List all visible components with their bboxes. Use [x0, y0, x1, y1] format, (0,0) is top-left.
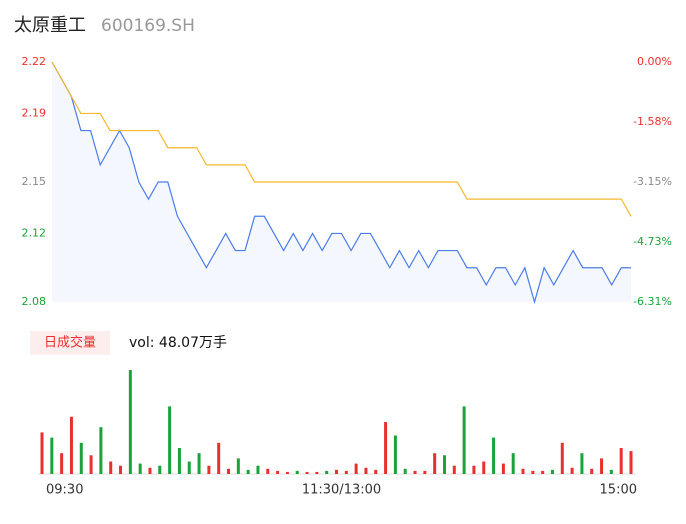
volume-badge — [30, 331, 110, 355]
volume-bar — [442, 455, 446, 474]
volume-bar — [217, 442, 221, 474]
volume-bar — [452, 465, 456, 474]
line-avg — [51, 61, 632, 217]
y2-tick-label: -6.31% — [633, 295, 672, 308]
volume-info: vol: 48.07万手 — [129, 335, 227, 351]
volume-bar — [384, 422, 388, 474]
volume-bar — [462, 406, 466, 474]
volume-bar — [138, 463, 142, 474]
y-tick-label: 2.12 — [22, 226, 47, 239]
y2-tick-label: -3.15% — [633, 175, 672, 188]
volume-bar — [374, 469, 378, 474]
y2-tick-label: -1.58% — [633, 115, 672, 128]
volume-bar — [128, 370, 132, 474]
volume-bar — [40, 432, 44, 474]
volume-bar — [246, 469, 250, 474]
volume-bar — [207, 465, 211, 474]
volume-bar — [511, 453, 515, 474]
volume-bar — [325, 470, 329, 474]
chart-title: 太原重工 — [14, 15, 86, 36]
volume-bar — [305, 471, 309, 474]
volume-bar — [344, 470, 348, 474]
volume-bar — [629, 451, 633, 474]
volume-bar — [119, 465, 123, 474]
volume-bar — [521, 468, 525, 474]
volume-bar — [60, 453, 64, 474]
volume-title: 日成交量 — [44, 335, 96, 351]
line-price — [51, 61, 631, 305]
volume-bar — [99, 427, 103, 474]
volume-bar — [227, 468, 231, 474]
volume-bar — [472, 465, 476, 474]
volume-bar — [177, 448, 181, 474]
volume-bar — [590, 468, 594, 474]
volume-bar — [148, 467, 152, 474]
volume-bar — [550, 469, 554, 474]
volume-bar — [109, 461, 113, 474]
volume-bar — [158, 465, 162, 474]
volume-bar — [168, 406, 172, 474]
volume-bar — [295, 470, 299, 474]
volume-bar — [315, 471, 319, 474]
volume-bar — [236, 458, 240, 474]
volume-bar — [619, 448, 623, 474]
volume-bar — [501, 463, 505, 474]
volume-bar — [187, 461, 191, 474]
volume-bar — [285, 471, 289, 474]
volume-bar — [69, 416, 73, 474]
x-tick-label: 09:30 — [46, 483, 83, 498]
stock-code: 600169.SH — [101, 16, 195, 36]
volume-bar — [256, 465, 260, 474]
volume-bar — [354, 463, 358, 474]
y-tick-label: 2.15 — [22, 175, 47, 188]
volume-bar — [580, 453, 584, 474]
volume-bar — [541, 470, 545, 474]
volume-bar — [335, 469, 338, 474]
y-tick-label: 2.08 — [22, 295, 47, 308]
volume-bar — [482, 461, 486, 474]
y2-tick-label: 0.00% — [637, 55, 672, 68]
y-tick-label: 2.19 — [22, 106, 47, 119]
volume-bar — [403, 468, 407, 474]
volume-bar — [197, 453, 201, 474]
volume-bar — [560, 442, 564, 474]
x-tick-label: 11:30/13:00 — [302, 483, 381, 498]
x-tick-label: 15:00 — [600, 483, 637, 498]
volume-bar — [433, 453, 437, 474]
y2-tick-label: -4.73% — [633, 235, 672, 248]
volume-bar — [609, 469, 613, 474]
volume-bar — [276, 470, 280, 474]
volume-bar — [423, 470, 427, 474]
volume-bar — [393, 435, 397, 474]
volume-bar — [89, 455, 93, 474]
volume-bar — [50, 437, 54, 474]
volume-bar — [364, 467, 368, 474]
volume-bar — [79, 442, 83, 474]
volume-bar — [570, 467, 574, 474]
y-tick-label: 2.22 — [22, 55, 47, 68]
volume-bar — [413, 470, 417, 474]
volume-bar — [492, 437, 496, 474]
volume-bar — [600, 458, 604, 474]
volume-bar — [531, 470, 535, 474]
volume-bar — [266, 468, 270, 474]
